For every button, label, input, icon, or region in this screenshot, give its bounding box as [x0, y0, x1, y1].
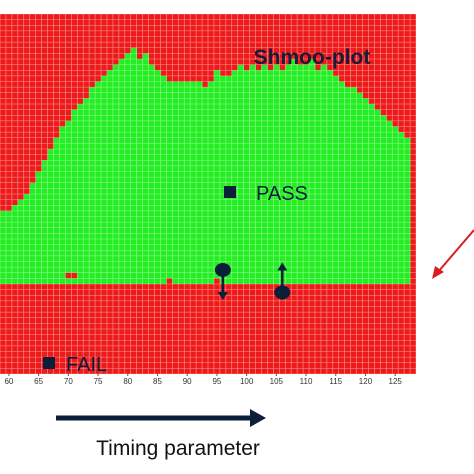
x-axis-ticks: 60 65 70 75 80 85 90 95 100 105 110 115 120 125 [0, 374, 416, 386]
pass-column [101, 75, 108, 284]
x-tick-label: 85 [153, 377, 162, 386]
boundary-marker [274, 262, 291, 300]
marker-dot [274, 285, 291, 300]
x-tick-label: 115 [329, 377, 342, 386]
right-arrow-icon [250, 409, 266, 427]
boundary-markers [214, 262, 291, 300]
pass-column [261, 64, 268, 284]
pass-column [320, 64, 328, 284]
pass-column [124, 53, 132, 284]
legend-fail: FAIL [43, 354, 107, 376]
pass-label: PASS [256, 183, 308, 205]
fail-cell [65, 272, 72, 279]
x-axis-label: Timing parameter [96, 437, 260, 460]
pass-column [148, 64, 155, 284]
x-tick-label: 110 [300, 377, 313, 386]
x-tick-label: 65 [34, 377, 43, 386]
x-axis-strip [0, 374, 416, 386]
shmoo-grid [0, 13, 417, 375]
x-tick-label: 70 [64, 377, 73, 386]
pass-marker-icon [224, 186, 236, 198]
x-tick-label: 125 [389, 377, 403, 386]
timing-arrow [56, 409, 266, 427]
pass-column [273, 64, 280, 284]
fail-label: FAIL [66, 354, 107, 376]
pass-column [297, 64, 304, 284]
pass-column [89, 87, 96, 284]
pass-column [160, 75, 167, 284]
pass-column [71, 109, 78, 284]
fail-marker-icon [43, 357, 55, 369]
pass-column [17, 199, 25, 284]
fail-cell [213, 278, 220, 284]
pass-column [5, 210, 13, 284]
marker-dot [214, 262, 231, 277]
accent-arrow [432, 229, 474, 279]
accent-arrow-head-icon [432, 266, 444, 279]
accent-arrow-shaft [437, 229, 474, 273]
arrow-up-icon [277, 262, 288, 271]
pass-column [285, 64, 292, 284]
pass-column [112, 64, 120, 284]
x-tick-label: 90 [183, 377, 192, 386]
pass-column [237, 64, 244, 284]
x-tick-label: 75 [94, 377, 103, 386]
legend-pass: PASS [224, 183, 308, 205]
pass-column [219, 75, 227, 284]
x-tick-label: 60 [4, 377, 13, 386]
pass-column [344, 87, 351, 284]
boundary-marker [214, 262, 231, 300]
pass-column [142, 53, 149, 284]
pass-column [398, 132, 405, 284]
x-tick-label: 80 [123, 377, 132, 386]
pass-column [350, 87, 357, 284]
x-tick-label: 105 [270, 377, 284, 386]
fail-cell [71, 272, 78, 279]
pass-column [202, 87, 209, 284]
x-tick-label: 120 [359, 377, 373, 386]
fail-cell [166, 278, 173, 284]
pass-column [65, 120, 72, 284]
x-tick-label: 95 [212, 377, 221, 386]
pass-column [303, 64, 310, 284]
pass-column [0, 210, 7, 284]
pass-column [225, 75, 233, 284]
pass-column [374, 109, 381, 284]
pass-column [83, 98, 90, 284]
grid-lines [0, 13, 417, 375]
pass-column [362, 98, 369, 284]
x-tick-label: 100 [240, 377, 254, 386]
chart-title: Shmoo-plot [254, 46, 371, 69]
pass-column [386, 120, 393, 284]
arrow-down-icon [217, 291, 228, 300]
pass-column [249, 64, 256, 284]
pass-column [332, 75, 340, 284]
